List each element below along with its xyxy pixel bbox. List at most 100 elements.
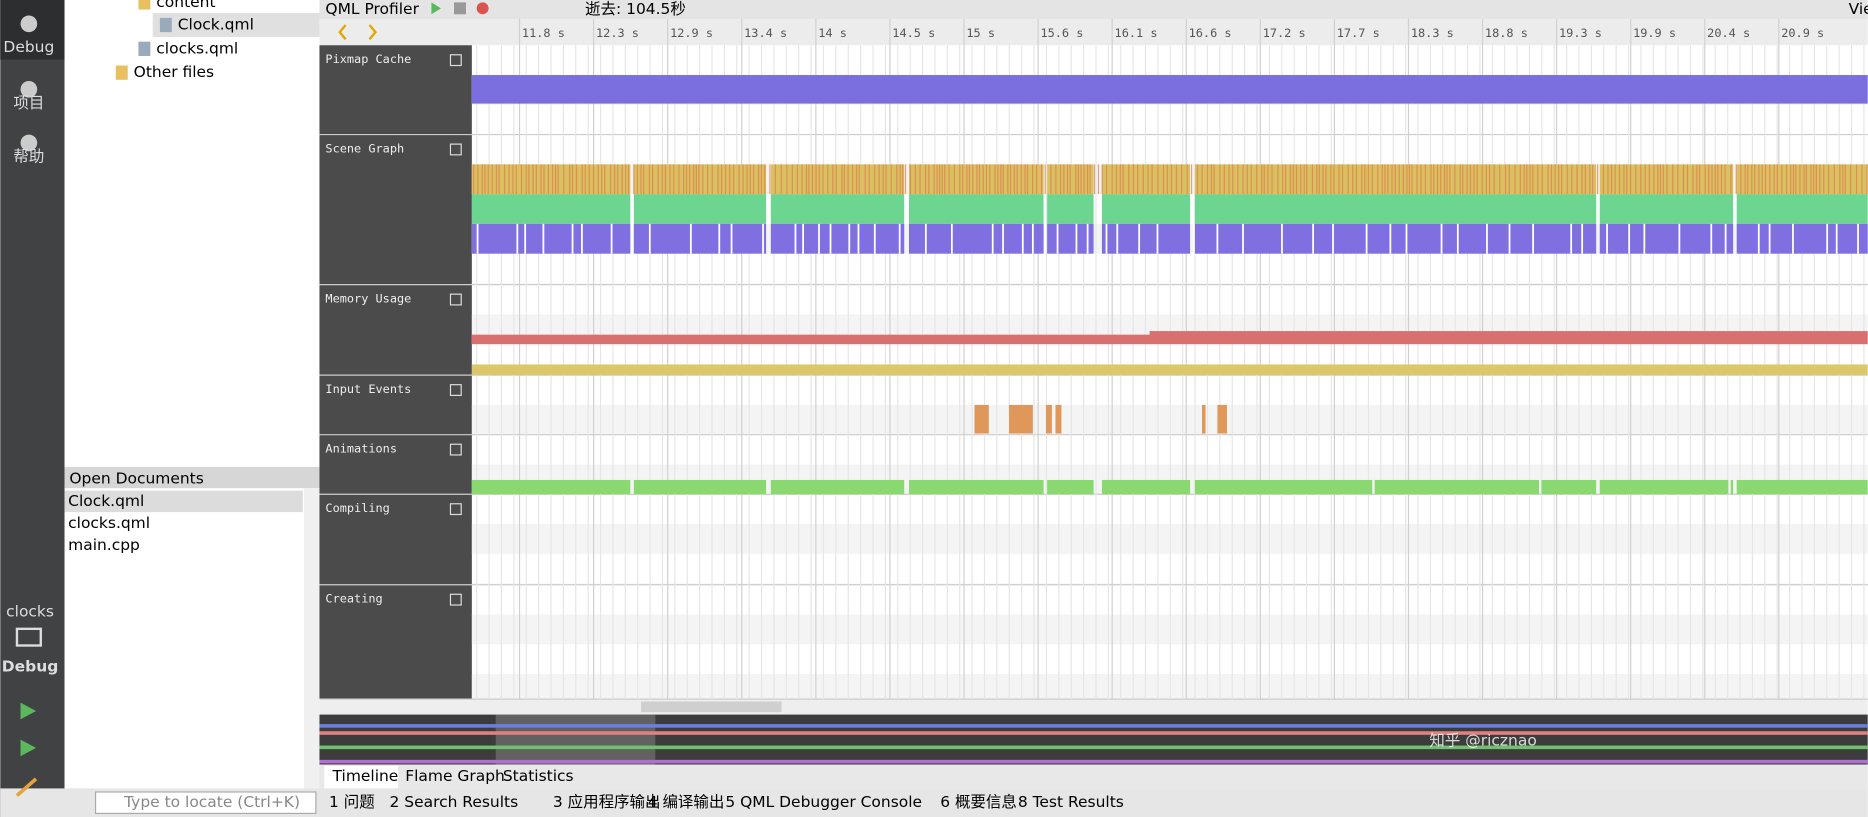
scene-gap xyxy=(1156,223,1159,254)
bottom-tab[interactable]: Timeline xyxy=(332,767,399,785)
track-label[interactable]: Scene Graph xyxy=(325,141,404,155)
scene-tick xyxy=(1086,164,1089,195)
locator-placeholder[interactable]: Type to locate (Ctrl+K) xyxy=(123,793,300,811)
output-pane[interactable]: 3 应用程序输出 xyxy=(553,792,661,811)
scene-gap xyxy=(1606,223,1608,254)
scene-tick xyxy=(1720,164,1723,195)
open-doc[interactable]: Clock.qml xyxy=(68,492,144,510)
overview-lane xyxy=(319,724,1868,728)
locator-box[interactable] xyxy=(94,791,317,815)
output-pane[interactable]: 1 问题 xyxy=(329,793,375,811)
scene-tick xyxy=(1322,164,1324,195)
ruler-label: 13.4 s xyxy=(744,26,787,40)
scene-tick xyxy=(1170,164,1173,195)
open-doc[interactable]: main.cpp xyxy=(68,536,140,554)
track-label[interactable]: Compiling xyxy=(325,501,389,515)
record-button[interactable] xyxy=(476,2,489,15)
scene-tick xyxy=(683,164,685,195)
output-pane[interactable]: 8 Test Results xyxy=(1018,793,1124,811)
track-expand[interactable] xyxy=(449,384,462,396)
scene-tick xyxy=(1261,164,1263,195)
track-expand[interactable] xyxy=(449,593,462,606)
mode-label[interactable]: Debug xyxy=(3,38,54,56)
scene-tick xyxy=(902,164,904,195)
scene-gap xyxy=(1365,223,1368,254)
output-pane[interactable]: 4 编译输出 xyxy=(648,793,725,811)
track-label[interactable]: Memory Usage xyxy=(325,291,411,305)
scene-tick xyxy=(1519,164,1521,195)
tree-item[interactable]: content xyxy=(156,0,215,11)
scene-gap xyxy=(581,223,583,254)
scene-tick xyxy=(1488,164,1491,195)
track-label[interactable]: Animations xyxy=(325,441,397,455)
view-menu[interactable]: Vie xyxy=(1849,0,1868,18)
ruler-label: 14 s xyxy=(818,26,847,40)
h-scrollbar[interactable] xyxy=(319,699,1868,715)
scene-tick xyxy=(1499,164,1501,195)
scene-tick xyxy=(885,164,887,195)
track-expand[interactable] xyxy=(449,503,462,516)
track-expand[interactable] xyxy=(449,143,462,156)
scene-tick xyxy=(1032,164,1034,195)
scene-tick xyxy=(588,164,590,195)
track-expand[interactable] xyxy=(449,443,462,456)
tree-item[interactable]: Other files xyxy=(134,63,214,81)
mode-icon[interactable] xyxy=(20,15,38,33)
bottom-tab[interactable]: Statistics xyxy=(503,767,574,785)
scene-tick xyxy=(661,164,663,195)
scene-tick xyxy=(1648,164,1651,195)
scene-gap xyxy=(1056,223,1059,254)
scene-tick xyxy=(698,164,700,195)
bottom-tab[interactable]: Flame Graph xyxy=(405,767,505,785)
start-button[interactable] xyxy=(431,2,441,15)
scene-bar xyxy=(908,194,1044,224)
scene-tick xyxy=(1810,164,1812,195)
scene-tick xyxy=(1504,164,1507,195)
output-pane[interactable]: 6 概要信息 xyxy=(940,793,1017,811)
scene-tick xyxy=(689,164,691,195)
mode-label[interactable]: 项目 xyxy=(13,94,44,112)
output-pane[interactable]: 5 QML Debugger Console xyxy=(725,793,922,811)
scene-tick xyxy=(640,164,642,195)
scene-tick xyxy=(1338,164,1340,195)
track-expand[interactable] xyxy=(449,54,462,67)
run-buttons[interactable] xyxy=(20,702,37,757)
scene-tick xyxy=(1751,164,1753,195)
kit-icon[interactable] xyxy=(15,627,42,647)
tab-selected[interactable] xyxy=(324,765,399,789)
scene-tick xyxy=(1803,164,1805,195)
track-expand[interactable] xyxy=(449,293,462,306)
scene-tick xyxy=(1541,164,1543,195)
scene-tick xyxy=(487,164,489,195)
stop-button[interactable] xyxy=(454,2,466,15)
mode-icon[interactable] xyxy=(20,80,38,98)
tree-item[interactable]: clocks.qml xyxy=(156,39,238,57)
build-button[interactable] xyxy=(15,777,38,797)
scroll-thumb[interactable] xyxy=(641,701,782,713)
scene-tick xyxy=(1827,164,1830,195)
mode-icon[interactable] xyxy=(20,134,38,152)
scene-gap xyxy=(950,223,953,254)
scene-tick xyxy=(757,164,760,195)
profiler-title[interactable]: QML Profiler xyxy=(325,0,419,18)
open-doc[interactable]: clocks.qml xyxy=(68,514,150,532)
track-label[interactable]: Input Events xyxy=(325,382,411,396)
mode-label[interactable]: 帮助 xyxy=(13,148,44,166)
scene-tick xyxy=(941,164,943,195)
scene-tick xyxy=(1623,164,1625,195)
scene-tick xyxy=(1007,164,1009,195)
scene-gap xyxy=(1757,223,1760,254)
track-label[interactable]: Pixmap Cache xyxy=(325,52,411,66)
nav-arrows[interactable] xyxy=(338,24,377,41)
output-pane[interactable]: 2 Search Results xyxy=(389,793,518,811)
scene-tick xyxy=(868,164,870,195)
track-label[interactable]: Creating xyxy=(325,592,382,606)
scene-tick xyxy=(1411,164,1413,195)
scene-tick xyxy=(1537,164,1539,195)
scene-tick xyxy=(1602,164,1605,195)
tree-item[interactable]: Clock.qml xyxy=(178,16,254,34)
scene-bar xyxy=(1194,194,1597,224)
scene-tick xyxy=(1213,164,1215,195)
overview-range[interactable] xyxy=(495,714,656,765)
scene-gap xyxy=(1002,223,1004,254)
